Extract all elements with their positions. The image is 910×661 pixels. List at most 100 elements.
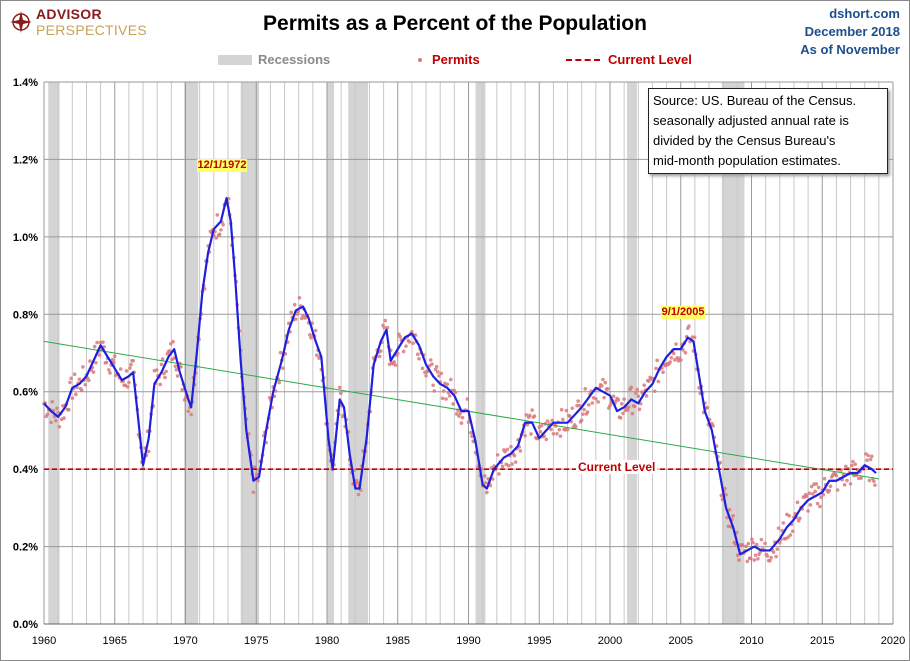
permits-point [769,555,773,560]
permits-point [834,473,839,478]
permits-point [774,554,778,559]
permits-marker [418,57,422,62]
permits-point [549,427,553,432]
recession-band [721,82,745,624]
permits-point [687,324,691,328]
permits-point [627,405,631,409]
y-tick-label: 1.0% [13,232,38,244]
permits-point [669,355,674,360]
permits-point [219,228,223,232]
permits-point [484,481,488,485]
permits-point [104,360,109,365]
permits-point [128,366,132,370]
permits-point [581,412,585,416]
permits-point [256,478,260,483]
permits-point [393,363,398,367]
permits-point [867,478,872,483]
permits-point [179,365,183,369]
permits-point [768,559,772,563]
recession-band [240,82,260,624]
permits-point [485,490,489,495]
permits-point [523,433,527,438]
x-tick-label: 1975 [244,635,268,647]
permits-point [655,358,659,363]
recession-band [184,82,199,624]
permits-point [574,425,578,429]
permits-point [79,388,84,393]
permits-point [355,481,360,485]
permits-point [124,369,129,373]
x-tick-label: 1965 [103,635,127,647]
permits-point [816,485,821,490]
permits-point [385,325,390,330]
permits-point [163,375,167,380]
permits-point [460,415,465,420]
permits-point [338,391,343,395]
permits-point [505,447,510,452]
permits-point [765,554,770,558]
permits-point [92,344,97,349]
site-label: dshort.com [829,6,900,21]
permits-point [77,377,82,382]
permits-point [806,509,810,513]
permits-point [570,406,575,411]
permits-point [68,380,72,385]
permits-point [577,403,582,408]
x-tick-label: 1985 [386,635,410,647]
permits-point [453,390,458,395]
permits-point [661,370,665,374]
permits-point [70,396,75,400]
permits-point [751,540,755,545]
permits-point [668,360,672,364]
recession-swatch [218,54,252,65]
permits-point [53,418,58,423]
x-tick-label: 1995 [527,635,551,647]
permits-point [550,418,555,423]
permits-point [787,514,792,518]
date-label: December 2018 [804,24,900,39]
permits-point [162,371,166,376]
x-tick-label: 1960 [32,635,56,647]
permits-point [736,553,740,557]
permits-point [55,406,59,411]
permits-point [164,369,168,374]
permits-point [189,412,193,417]
permits-point [315,353,319,357]
permits-point [808,503,813,507]
permits-point [488,483,493,488]
permits-point [778,540,782,545]
permits-point [602,395,606,400]
permits-point [771,550,776,555]
permits-point [292,302,297,307]
permits-point [551,431,556,436]
y-tick-label: 1.2% [13,154,38,166]
permits-point [763,541,767,546]
permits-point [795,500,800,505]
permits-point [449,377,453,382]
permits-point [718,460,722,465]
permits-point [642,383,646,387]
permits-point [603,380,608,385]
permits-point [107,368,111,372]
recession-band [626,82,637,624]
permits-point [844,464,848,469]
permits-point [444,397,448,401]
permits-point [596,400,601,404]
permits-point [827,488,832,493]
permits-point [377,354,382,359]
permits-point [868,457,873,462]
permits-point [518,449,523,453]
source-line: Source: US. Bureau of the Census. [653,93,857,108]
permits-point [632,404,637,409]
permits-point [108,371,112,375]
permits-point [608,403,612,408]
permits-point [430,362,434,366]
permits-point [532,414,537,418]
permits-point [95,340,99,345]
permits-point [289,310,293,315]
legend-recessions: Recessions [218,52,330,67]
x-tick-label: 1990 [456,635,480,647]
permits-point [618,416,623,420]
permits-point [307,333,312,337]
permits-point [866,453,871,458]
